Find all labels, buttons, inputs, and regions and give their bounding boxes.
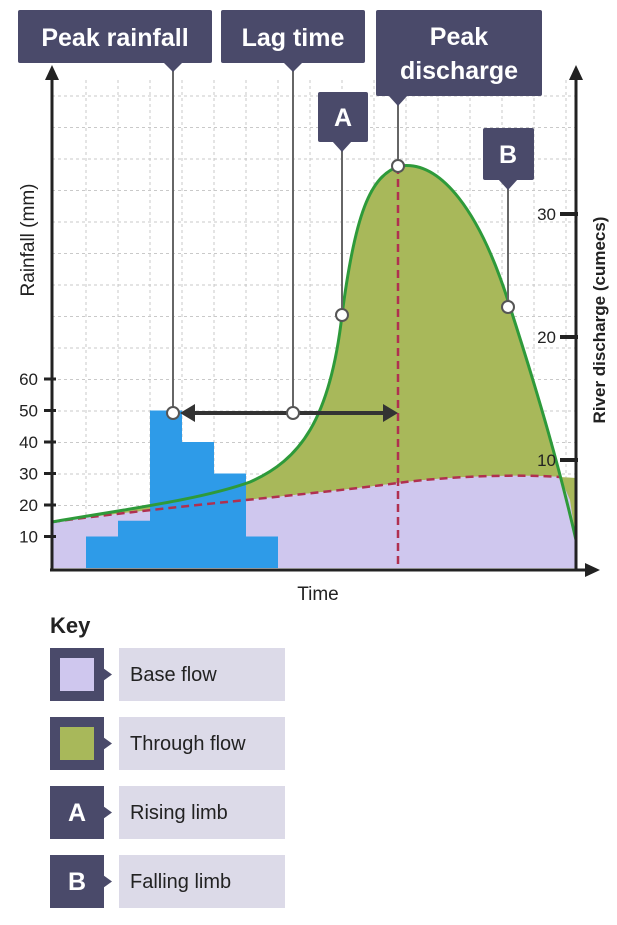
key-item: Base flow bbox=[50, 648, 285, 701]
key-item-label: Through flow bbox=[130, 733, 246, 755]
rising-limb-callout-letter: A bbox=[334, 104, 352, 132]
rising-limb-marker bbox=[335, 308, 349, 322]
left-axis-ticks: 10 20 30 40 50 60 bbox=[19, 370, 56, 547]
peak-rainfall-label: Peak rainfall bbox=[41, 24, 188, 52]
y-axis-title-left: Rainfall (mm) bbox=[18, 184, 39, 297]
peak-discharge-marker bbox=[391, 159, 405, 173]
key-item-label: Rising limb bbox=[130, 802, 228, 824]
falling-limb-callout-letter: B bbox=[499, 141, 517, 169]
rainfall-bar bbox=[150, 410, 182, 568]
key-items: Base flow Through flow A Rising limb B Fallin… bbox=[50, 648, 285, 908]
through-flow-swatch bbox=[60, 727, 94, 760]
right-axis-ticks: 10 20 30 bbox=[537, 205, 578, 470]
key-item-label: Base flow bbox=[130, 664, 217, 686]
left-tick-label: 60 bbox=[19, 370, 38, 389]
rainfall-bar bbox=[86, 536, 118, 568]
left-tick-label: 50 bbox=[19, 402, 38, 421]
left-tick-label: 30 bbox=[19, 465, 38, 484]
key-swatch-letter: B bbox=[68, 868, 86, 896]
peak-rainfall-marker bbox=[166, 406, 180, 420]
key-item: B Falling limb bbox=[50, 855, 285, 908]
rainfall-bar bbox=[118, 520, 150, 568]
falling-limb-callout: B bbox=[483, 128, 534, 190]
key-item: A Rising limb bbox=[50, 786, 285, 839]
lag-time-marker bbox=[286, 406, 300, 420]
left-tick-label: 10 bbox=[19, 528, 38, 547]
callout-stems bbox=[172, 70, 509, 413]
lag-time-callout: Lag time bbox=[221, 10, 365, 72]
key-item: Through flow bbox=[50, 717, 285, 770]
base-flow-swatch bbox=[60, 658, 94, 691]
peak-discharge-label-line1: Peak bbox=[430, 23, 488, 51]
x-axis-title: Time bbox=[297, 584, 339, 605]
left-tick-label: 20 bbox=[19, 496, 38, 515]
callouts: Peak rainfall Lag time Peak discharge A … bbox=[18, 10, 542, 190]
left-axis-arrow bbox=[45, 65, 59, 80]
right-tick-label: 20 bbox=[537, 328, 556, 347]
key-title: Key bbox=[50, 613, 91, 638]
y-axis-title-right: River discharge (cumecs) bbox=[590, 217, 609, 424]
through-flow-area bbox=[52, 165, 576, 540]
key-swatch-letter: A bbox=[68, 799, 86, 827]
rainfall-bar bbox=[246, 536, 278, 568]
peak-discharge-label-line2: discharge bbox=[400, 57, 518, 85]
left-tick-label: 40 bbox=[19, 433, 38, 452]
falling-limb-marker bbox=[501, 300, 515, 314]
right-axis-arrow bbox=[569, 65, 583, 80]
right-tick-label: 10 bbox=[537, 451, 556, 470]
markers bbox=[166, 159, 515, 420]
x-axis-arrow bbox=[585, 563, 600, 577]
lag-time-label: Lag time bbox=[242, 24, 345, 52]
key-item-label: Falling limb bbox=[130, 871, 231, 893]
peak-discharge-callout: Peak discharge bbox=[376, 10, 542, 106]
rising-limb-callout: A bbox=[318, 92, 368, 152]
right-tick-label: 30 bbox=[537, 205, 556, 224]
discharge-curve bbox=[51, 164, 578, 541]
peak-rainfall-callout: Peak rainfall bbox=[18, 10, 212, 72]
base-flow-boundary-line bbox=[51, 474, 561, 524]
